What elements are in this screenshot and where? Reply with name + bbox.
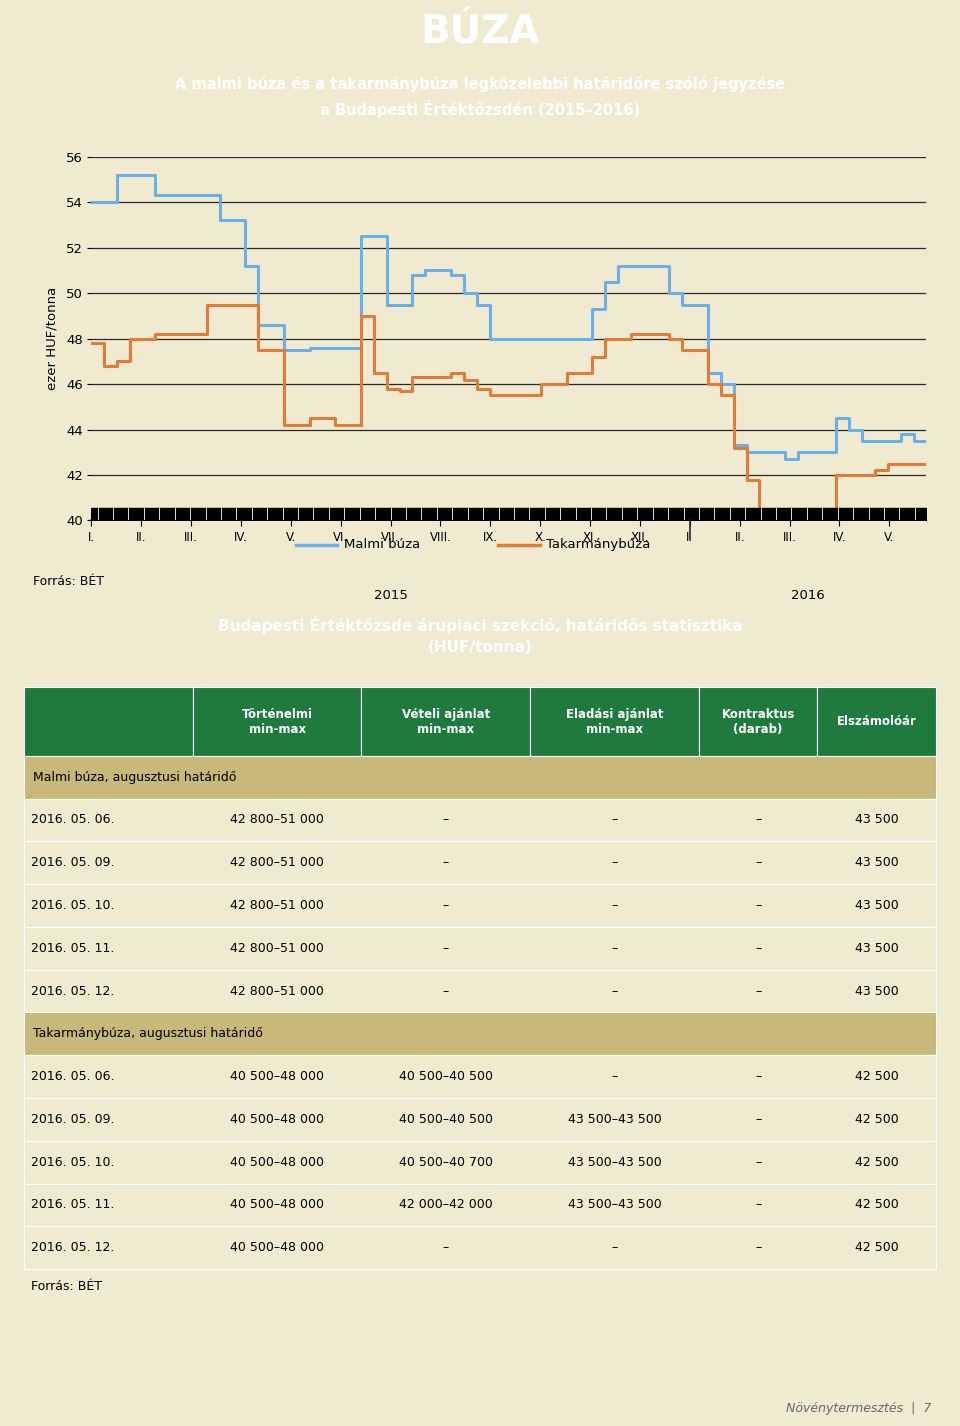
Text: 43 500–43 500: 43 500–43 500	[567, 1112, 661, 1127]
Y-axis label: ezer HUF/tonna: ezer HUF/tonna	[46, 287, 59, 391]
Text: –: –	[612, 856, 617, 870]
Text: –: –	[755, 941, 761, 955]
Text: 43 500: 43 500	[854, 856, 899, 870]
Text: 43 500–43 500: 43 500–43 500	[567, 1155, 661, 1169]
Text: 42 500: 42 500	[854, 1112, 899, 1127]
Text: 2016. 05. 06.: 2016. 05. 06.	[32, 1070, 115, 1084]
Text: –: –	[755, 1070, 761, 1084]
Text: 2016: 2016	[791, 589, 825, 602]
Bar	[24, 1184, 936, 1226]
Text: 42 500: 42 500	[854, 1070, 899, 1084]
Text: 40 500–48 000: 40 500–48 000	[230, 1241, 324, 1255]
Text: 43 500: 43 500	[854, 941, 899, 955]
Bar	[24, 1226, 936, 1269]
Text: Forrás: BÉT: Forrás: BÉT	[33, 575, 104, 589]
Text: Malmi búza, augusztusi határidő: Malmi búza, augusztusi határidő	[33, 770, 236, 784]
Text: –: –	[755, 1198, 761, 1212]
Text: Forrás: BÉT: Forrás: BÉT	[32, 1279, 103, 1293]
Text: 43 500: 43 500	[854, 898, 899, 913]
Text: –: –	[612, 1070, 617, 1084]
Text: Történelmi
min-max: Történelmi min-max	[242, 707, 313, 736]
Bar	[24, 927, 936, 970]
Text: 43 500: 43 500	[854, 813, 899, 827]
Text: 42 500: 42 500	[854, 1155, 899, 1169]
Text: Malmi búza: Malmi búza	[344, 538, 420, 552]
Bar	[24, 884, 936, 927]
Text: Növénytermesztés  |  7: Növénytermesztés | 7	[786, 1402, 931, 1416]
Text: 42 500: 42 500	[854, 1198, 899, 1212]
Text: –: –	[755, 1155, 761, 1169]
Text: –: –	[612, 941, 617, 955]
Text: 40 500–40 500: 40 500–40 500	[398, 1112, 492, 1127]
Bar	[24, 687, 193, 756]
Text: 43 500: 43 500	[854, 984, 899, 998]
Text: –: –	[755, 898, 761, 913]
Text: –: –	[443, 984, 449, 998]
Bar	[24, 1141, 936, 1184]
Bar	[24, 1012, 936, 1055]
Text: 42 500: 42 500	[854, 1241, 899, 1255]
Text: –: –	[755, 813, 761, 827]
Bar	[24, 1098, 936, 1141]
Text: Takarmánybúza: Takarmánybúza	[546, 538, 651, 552]
Text: 42 800–51 000: 42 800–51 000	[230, 941, 324, 955]
Bar	[24, 841, 936, 884]
Text: BÚZA: BÚZA	[420, 14, 540, 51]
Text: 2016. 05. 11.: 2016. 05. 11.	[32, 941, 114, 955]
Text: 40 500–48 000: 40 500–48 000	[230, 1198, 324, 1212]
Text: 2016. 05. 06.: 2016. 05. 06.	[32, 813, 115, 827]
Text: Eladási ajánlat
min-max: Eladási ajánlat min-max	[565, 707, 663, 736]
Text: 2016. 05. 12.: 2016. 05. 12.	[32, 1241, 114, 1255]
Text: 2016. 05. 09.: 2016. 05. 09.	[32, 856, 115, 870]
Text: 40 500–40 500: 40 500–40 500	[398, 1070, 492, 1084]
Text: 40 500–40 700: 40 500–40 700	[398, 1155, 492, 1169]
Text: 2016. 05. 10.: 2016. 05. 10.	[32, 1155, 115, 1169]
Text: Takarmánybúza, augusztusi határidő: Takarmánybúza, augusztusi határidő	[33, 1027, 263, 1041]
Bar	[24, 756, 936, 799]
Text: Vételi ajánlat
min-max: Vételi ajánlat min-max	[401, 707, 490, 736]
Text: 40 500–48 000: 40 500–48 000	[230, 1155, 324, 1169]
Text: –: –	[755, 1112, 761, 1127]
Text: –: –	[443, 898, 449, 913]
Text: –: –	[612, 984, 617, 998]
Text: Budapesti Értéktőzsde árupiaci szekció, határidős statisztika
(HUF/tonna): Budapesti Értéktőzsde árupiaci szekció, …	[218, 616, 742, 656]
Text: –: –	[755, 856, 761, 870]
Text: 2016. 05. 11.: 2016. 05. 11.	[32, 1198, 114, 1212]
Bar	[361, 687, 530, 756]
Text: 40 500–48 000: 40 500–48 000	[230, 1112, 324, 1127]
Text: –: –	[443, 813, 449, 827]
Text: Kontraktus
(darab): Kontraktus (darab)	[722, 707, 795, 736]
Text: –: –	[612, 813, 617, 827]
Text: 2015: 2015	[373, 589, 407, 602]
Text: 42 000–42 000: 42 000–42 000	[399, 1198, 492, 1212]
Text: 42 800–51 000: 42 800–51 000	[230, 984, 324, 998]
Text: 40 500–48 000: 40 500–48 000	[230, 1070, 324, 1084]
Text: –: –	[443, 941, 449, 955]
Text: 43 500–43 500: 43 500–43 500	[567, 1198, 661, 1212]
Bar	[699, 687, 818, 756]
Text: 42 800–51 000: 42 800–51 000	[230, 856, 324, 870]
Text: 2016. 05. 12.: 2016. 05. 12.	[32, 984, 114, 998]
Bar	[817, 687, 936, 756]
Text: –: –	[443, 856, 449, 870]
Bar	[24, 970, 936, 1012]
Bar	[24, 1055, 936, 1098]
Text: –: –	[612, 898, 617, 913]
Text: Elszámolóár: Elszámolóár	[837, 714, 917, 729]
Text: 2016. 05. 09.: 2016. 05. 09.	[32, 1112, 115, 1127]
Text: –: –	[755, 984, 761, 998]
Bar	[24, 799, 936, 841]
Text: A malmi búza és a takarmánybúza legközelebbi határidőre szóló jegyzése
a Budapes: A malmi búza és a takarmánybúza legközel…	[175, 76, 785, 118]
Text: –: –	[612, 1241, 617, 1255]
Bar	[530, 687, 699, 756]
Text: 2016. 05. 10.: 2016. 05. 10.	[32, 898, 115, 913]
Text: –: –	[755, 1241, 761, 1255]
Text: 42 800–51 000: 42 800–51 000	[230, 813, 324, 827]
Text: –: –	[443, 1241, 449, 1255]
Text: 42 800–51 000: 42 800–51 000	[230, 898, 324, 913]
Bar	[193, 687, 361, 756]
